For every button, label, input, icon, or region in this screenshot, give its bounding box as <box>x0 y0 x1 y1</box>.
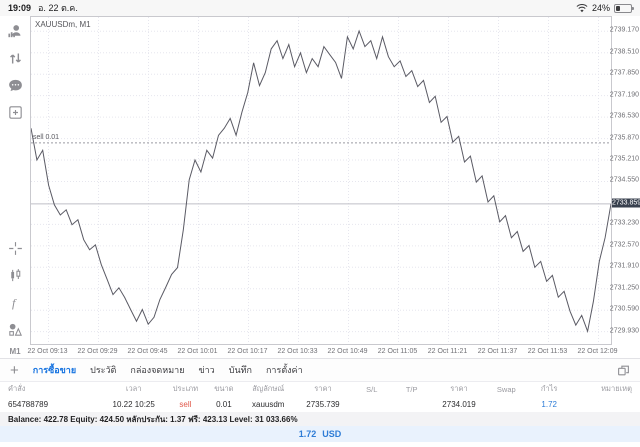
header-cell: ราคา <box>450 384 468 393</box>
quotes-arrows-icon[interactable] <box>6 49 24 67</box>
header-cell: Swap <box>496 384 516 394</box>
date-label: อ. 22 ต.ค. <box>38 3 78 13</box>
chart-type-icon[interactable] <box>6 266 24 284</box>
header-cell: เวลา <box>125 384 142 393</box>
header-cell: หมายเหตุ <box>601 384 632 393</box>
price-axis: 2739.170 2738.510 2737.850 2737.190 2736.530… <box>609 16 640 345</box>
time-tick: 22 Oct 11:37 <box>477 348 518 355</box>
cell-symbol: xauusdm <box>252 399 285 409</box>
terminal-panel: + การซื้อขาย ประวัติ กล่องจดหมาย ข่าว บันทึก… <box>0 358 640 447</box>
header-cell: S/L <box>366 384 378 394</box>
price-tick: 2737.850 <box>609 69 639 77</box>
cell-price: 2734.019 <box>442 399 476 409</box>
tab-0[interactable]: การซื้อขาย <box>32 365 77 375</box>
order-row[interactable]: 654788789 10.22 10:25 sell 0.01 xauusdm 2735.… <box>0 396 640 412</box>
cell-profit: 1.72 <box>541 399 557 409</box>
windows-icon[interactable] <box>617 364 630 377</box>
cell-order: 654788789 <box>8 399 49 409</box>
time-tick: 22 Oct 11:53 <box>527 348 568 355</box>
tab-5[interactable]: การตั้งค่า <box>265 365 303 375</box>
current-price-badge: 2733.859 <box>612 198 640 208</box>
account-summary-text: Balance: 422.78 Equity: 424.50 หลักประกั… <box>8 414 298 424</box>
header-cell: T/P <box>405 384 418 394</box>
price-tick: 2733.230 <box>609 219 639 227</box>
time-tick: 22 Oct 10:49 <box>327 348 368 355</box>
account-icon[interactable] <box>6 22 24 40</box>
objects-icon[interactable] <box>6 320 24 338</box>
header-cell: ขนาด <box>214 384 234 393</box>
timeframe-label[interactable]: M1 <box>9 347 21 356</box>
time-tick: 22 Oct 09:13 <box>27 348 68 355</box>
tab-3[interactable]: ข่าว <box>198 365 215 375</box>
time-tick: 22 Oct 11:05 <box>377 348 418 355</box>
cell-open-price: 2735.739 <box>306 399 340 409</box>
status-bar: 19:09 อ. 22 ต.ค. 24% <box>0 0 640 16</box>
price-line-series <box>31 29 611 334</box>
profit-currency: USD <box>322 429 342 439</box>
price-tick: 2731.250 <box>609 284 639 292</box>
cell-size: 0.01 <box>216 399 232 409</box>
new-order-button[interactable]: + <box>10 361 19 379</box>
time-tick: 22 Oct 10:17 <box>227 348 268 355</box>
terminal-tab-bar: + การซื้อขาย ประวัติ กล่องจดหมาย ข่าว บันทึก… <box>0 359 640 381</box>
battery-percent: 24% <box>591 3 610 13</box>
account-summary-bar: Balance: 422.78 Equity: 424.50 หลักประกั… <box>0 412 640 426</box>
time-tick: 22 Oct 12:09 <box>577 348 618 355</box>
profit-amount: 1.72 <box>298 429 317 439</box>
price-tick: 2738.510 <box>609 48 639 56</box>
header-cell: สัญลักษณ์ <box>252 384 285 393</box>
wifi-icon <box>576 3 588 13</box>
chart-toolbar: f M1 <box>0 18 30 358</box>
price-tick: 2734.550 <box>609 176 639 184</box>
price-tick: 2730.590 <box>609 305 639 313</box>
battery-icon <box>614 3 634 13</box>
clock: 19:09 <box>8 3 32 13</box>
price-tick: 2732.570 <box>609 241 639 249</box>
tab-4[interactable]: บันทึก <box>228 365 252 375</box>
price-tick: 2731.910 <box>609 262 639 270</box>
price-tick: 2729.930 <box>609 327 639 335</box>
tab-1[interactable]: ประวัติ <box>90 365 117 375</box>
header-cell: ประเภท <box>172 384 199 393</box>
header-cell: คำสั่ง <box>8 384 26 393</box>
chart-canvas[interactable]: XAUUSDm, M1 sell 0.01 <box>30 16 612 345</box>
floating-profit-bar: 1.72 USD <box>0 426 640 442</box>
chart-symbol-title: XAUUSDm, M1 <box>35 20 91 29</box>
time-tick: 22 Oct 11:21 <box>427 348 468 355</box>
header-cell: ราคา <box>314 384 332 393</box>
price-tick: 2739.170 <box>609 26 639 34</box>
price-tick: 2735.870 <box>609 134 639 142</box>
time-tick: 22 Oct 09:29 <box>77 348 118 355</box>
cell-time: 10.22 10:25 <box>112 399 155 409</box>
price-tick: 2737.190 <box>609 91 639 99</box>
orders-table-header: คำสั่ง เวลา ประเภท ขนาด สัญลักษณ์ ราคา S/L T/P ร… <box>0 381 640 396</box>
time-axis: 22 Oct 09:13 22 Oct 09:29 22 Oct 09:45 22 O… <box>27 346 617 359</box>
tab-2[interactable]: กล่องจดหมาย <box>130 365 185 375</box>
crosshair-icon[interactable] <box>6 239 24 257</box>
chart-region: f M1 XAUUSDm, M1 sell 0.01 2739.170 2738.5… <box>0 16 640 358</box>
cell-type: sell <box>179 399 192 409</box>
header-cell: กำไร <box>540 384 558 393</box>
chat-icon[interactable] <box>6 76 24 94</box>
svg-text:f: f <box>11 295 16 309</box>
indicators-icon[interactable]: f <box>6 293 24 311</box>
time-tick: 22 Oct 10:33 <box>277 348 318 355</box>
price-tick: 2736.530 <box>609 112 639 120</box>
price-tick: 2735.210 <box>609 155 639 163</box>
position-label: sell 0.01 <box>33 133 60 141</box>
time-tick: 22 Oct 10:01 <box>177 348 218 355</box>
new-order-icon[interactable] <box>6 103 24 121</box>
time-tick: 22 Oct 09:45 <box>127 348 168 355</box>
